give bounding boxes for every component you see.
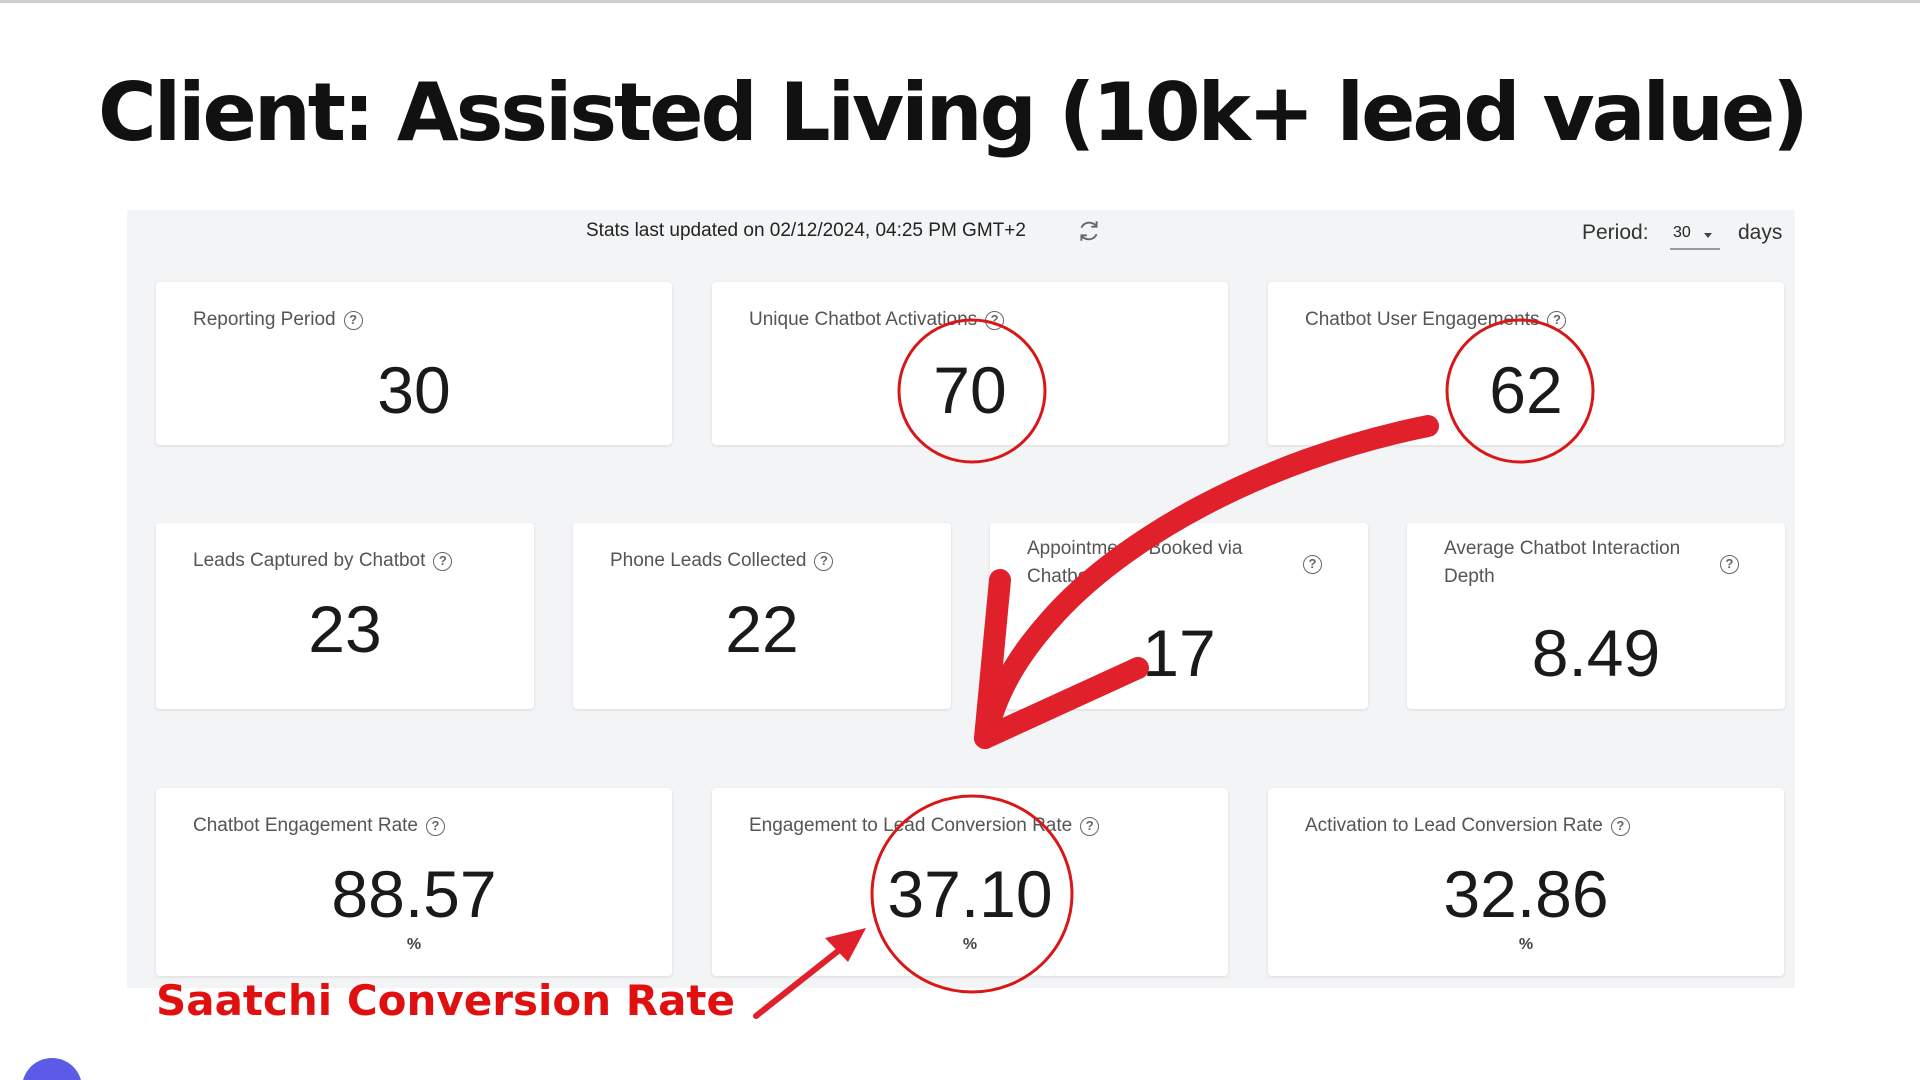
card-reporting-period: Reporting Period? 30 (156, 282, 672, 445)
help-circle-icon[interactable]: ? (985, 311, 1005, 330)
card-value: 62 (1489, 353, 1563, 427)
card-interaction-depth: Average Chatbot Interaction Depth ? 8.49 (1407, 523, 1785, 709)
card-engagement-rate: Chatbot Engagement Rate? 88.57 % (156, 788, 672, 976)
card-phone-leads: Phone Leads Collected? 22 (573, 523, 951, 709)
card-label: Phone Leads Collected? (610, 547, 834, 575)
top-border (0, 0, 1920, 3)
card-value: 37.10 (887, 857, 1053, 931)
card-label: Unique Chatbot Activations? (749, 306, 1005, 334)
card-appointments: Appointments Booked via Chatbot ? 17 (990, 523, 1368, 709)
help-circle-icon[interactable]: ? (1547, 311, 1567, 330)
help-circle-icon[interactable]: ? (814, 552, 834, 571)
card-engagement-to-lead: Engagement to Lead Conversion Rate? 37.1… (712, 788, 1228, 976)
card-label: Leads Captured by Chatbot? (193, 547, 453, 575)
period-label: Period: (1582, 221, 1649, 244)
card-value: 17 (1142, 616, 1216, 690)
card-unit: % (1518, 936, 1534, 953)
card-value: 30 (377, 353, 451, 427)
card-label: Activation to Lead Conversion Rate? (1305, 812, 1630, 840)
card-label: Average Chatbot Interaction Depth (1444, 538, 1681, 587)
card-value: 8.49 (1531, 616, 1661, 690)
chevron-down-icon (1704, 233, 1712, 238)
card-activation-to-lead: Activation to Lead Conversion Rate? 32.8… (1268, 788, 1784, 976)
help-circle-icon[interactable]: ? (426, 817, 445, 836)
help-circle-icon[interactable]: ? (1080, 817, 1100, 836)
card-label: Engagement to Lead Conversion Rate? (749, 812, 1100, 840)
annotation-label: Saatchi Conversion Rate (156, 976, 735, 1025)
help-circle-icon[interactable]: ? (1610, 817, 1630, 836)
card-user-engagements: Chatbot User Engagements? 62 (1268, 282, 1784, 445)
help-circle-icon[interactable]: ? (343, 311, 363, 330)
card-value: 22 (725, 592, 799, 666)
card-value: 70 (933, 353, 1007, 427)
card-unit: % (962, 936, 978, 953)
period-select-value: 30 (1673, 224, 1691, 241)
help-circle-icon[interactable]: ? (433, 552, 453, 571)
slide-title: Client: Assisted Living (10k+ lead value… (98, 66, 1809, 159)
card-unit: % (406, 936, 422, 953)
help-circle-icon[interactable]: ? (1720, 555, 1739, 574)
card-label: Chatbot User Engagements? (1305, 306, 1567, 334)
period-select[interactable]: 30 (1670, 222, 1720, 250)
card-leads-captured: Leads Captured by Chatbot? 23 (156, 523, 534, 709)
help-circle-icon[interactable]: ? (1303, 555, 1322, 574)
card-value: 32.86 (1443, 857, 1609, 931)
card-label: Reporting Period? (193, 306, 363, 334)
card-label: Appointments Booked via Chatbot (1027, 538, 1243, 587)
card-unique-activations: Unique Chatbot Activations? 70 (712, 282, 1228, 445)
period-unit: days (1738, 221, 1783, 244)
card-label: Chatbot Engagement Rate? (193, 812, 445, 840)
stats-updated-text: Stats last updated on 02/12/2024, 04:25 … (586, 220, 1026, 241)
refresh-icon[interactable] (1076, 218, 1102, 244)
avatar[interactable] (22, 1058, 82, 1080)
card-value: 23 (308, 592, 382, 666)
card-value: 88.57 (331, 857, 497, 931)
